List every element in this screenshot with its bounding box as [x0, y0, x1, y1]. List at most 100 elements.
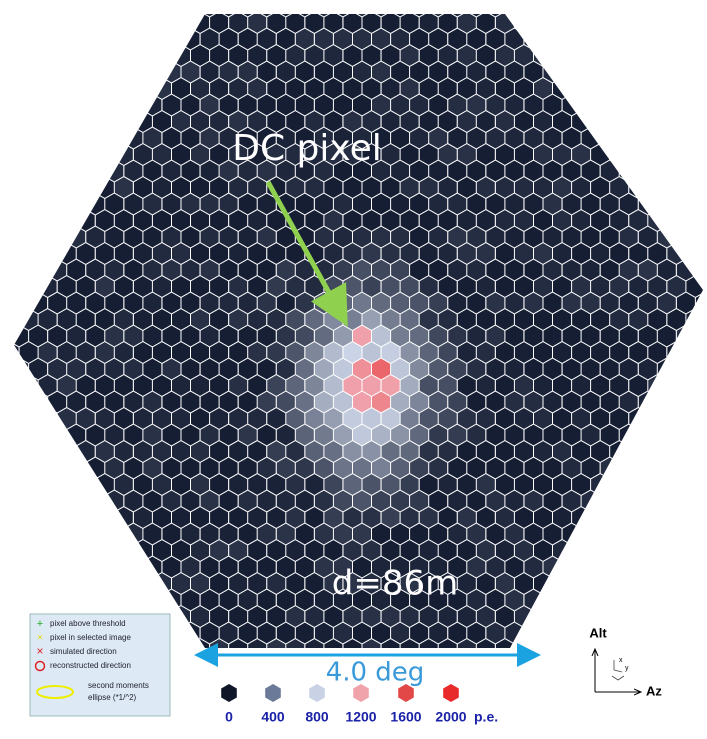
camera-pixel: [620, 194, 638, 215]
camera-pixel: [534, 276, 552, 297]
camera-pixel: [486, 161, 504, 182]
camera-pixel: [505, 29, 523, 50]
camera-pixel: [67, 161, 85, 182]
camera-pixel: [286, 276, 304, 297]
camera-pixel: [477, 474, 495, 495]
camera-pixel: [0, 293, 9, 314]
camera-pixel: [467, 29, 485, 50]
camera-pixel: [458, 474, 476, 495]
camera-pixel: [648, 441, 666, 462]
camera-pixel: [486, 0, 504, 16]
camera-pixel: [315, 194, 333, 215]
camera-pixel: [124, 326, 142, 347]
camera-pixel: [572, 639, 590, 660]
camera-pixel: [267, 375, 285, 396]
camera-pixel: [20, 276, 38, 297]
camera-pixel: [201, 392, 219, 413]
camera-pixel: [391, 62, 409, 83]
camera-pixel: [86, 425, 104, 446]
camera-pixel: [0, 227, 9, 248]
camera-pixel: [515, 45, 533, 66]
camera-pixel: [477, 507, 495, 528]
camera-pixel: [229, 639, 247, 660]
camera-pixel: [553, 507, 571, 528]
camera-pixel: [563, 557, 581, 578]
camera-pixel: [77, 540, 95, 561]
camera-pixel: [258, 623, 276, 644]
camera-pixel: [96, 342, 114, 363]
camera-pixel: [667, 243, 685, 264]
camera-pixel: [429, 194, 447, 215]
camera-pixel: [658, 62, 676, 83]
camera-pixel: [315, 29, 333, 50]
camera-pixel: [629, 243, 647, 264]
camera-pixel: [429, 62, 447, 83]
camera-pixel: [620, 293, 638, 314]
camera-pixel: [353, 29, 371, 50]
camera-pixel: [191, 78, 209, 99]
legend-label: pixel in selected image: [50, 633, 131, 642]
camera-pixel: [572, 276, 590, 297]
camera-pixel: [248, 573, 266, 594]
camera-pixel: [201, 62, 219, 83]
camera-pixel: [534, 540, 552, 561]
camera-pixel: [658, 392, 676, 413]
camera-pixel: [39, 243, 57, 264]
camera-pixel: [467, 557, 485, 578]
camera-pixel: [553, 441, 571, 462]
camera-pixel: [525, 458, 543, 479]
camera-pixel: [429, 524, 447, 545]
scale-swatch: [265, 684, 281, 702]
camera-pixel: [601, 359, 619, 380]
camera-pixel: [201, 326, 219, 347]
camera-pixel: [648, 12, 666, 33]
camera-pixel: [248, 309, 266, 330]
camera-pixel: [553, 210, 571, 231]
camera-pixel: [610, 408, 628, 429]
camera-pixel: [124, 95, 142, 116]
camera-pixel: [77, 507, 95, 528]
camera-pixel: [220, 260, 238, 281]
camera-pixel: [353, 425, 371, 446]
camera-pixel: [363, 243, 381, 264]
camera-pixel: [382, 375, 400, 396]
camera-pixel: [334, 524, 352, 545]
camera-pixel: [467, 392, 485, 413]
camera-pixel: [667, 540, 685, 561]
camera-pixel: [591, 474, 609, 495]
camera-pixel: [515, 540, 533, 561]
camera-pixel: [544, 161, 562, 182]
camera-pixel: [525, 557, 543, 578]
camera-pixel: [686, 507, 704, 528]
camera-pixel: [420, 375, 438, 396]
camera-pixel: [1, 210, 19, 231]
camera-pixel: [363, 210, 381, 231]
camera-pixel: [658, 95, 676, 116]
camera-pixel: [239, 95, 257, 116]
camera-pixel: [163, 458, 181, 479]
camera-pixel: [610, 243, 628, 264]
camera-pixel: [420, 309, 438, 330]
camera-pixel: [563, 656, 581, 677]
camera-pixel: [601, 458, 619, 479]
camera-pixel: [639, 425, 657, 446]
camera-pixel: [67, 95, 85, 116]
camera-pixel: [39, 45, 57, 66]
camera-pixel: [143, 260, 161, 281]
camera-pixel: [648, 342, 666, 363]
camera-pixel: [96, 276, 114, 297]
camera-pixel: [86, 194, 104, 215]
camera-pixel: [582, 458, 600, 479]
camera-pixel: [391, 227, 409, 248]
camera-pixel: [39, 12, 57, 33]
camera-pixel: [515, 210, 533, 231]
camera-pixel: [401, 78, 419, 99]
camera-pixel: [115, 540, 133, 561]
camera-pixel: [248, 474, 266, 495]
camera-pixel: [648, 210, 666, 231]
camera-pixel: [220, 227, 238, 248]
camera-pixel: [344, 474, 362, 495]
camera-pixel: [39, 342, 57, 363]
camera-pixel: [572, 606, 590, 627]
camera-pixel: [505, 590, 523, 611]
